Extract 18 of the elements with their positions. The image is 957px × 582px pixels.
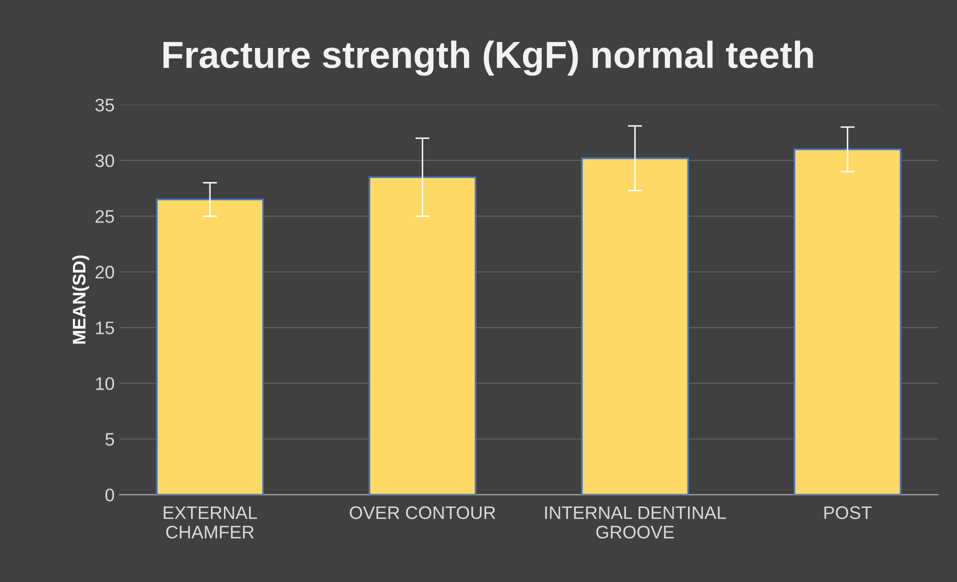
x-tick-label: POST (824, 506, 872, 520)
bar (581, 157, 689, 495)
bar (794, 148, 902, 495)
y-tick-label: 5 (105, 433, 114, 446)
x-tick-label: EXTERNAL CHAMFER (164, 506, 258, 539)
y-tick-label: 20 (96, 266, 114, 279)
x-tick-label: OVER CONTOUR (350, 506, 496, 520)
y-tick-label: 0 (105, 488, 114, 502)
bar (156, 198, 264, 495)
y-tick-label: 10 (96, 377, 114, 390)
y-tick-label: 25 (96, 210, 114, 223)
chart-title: Fracture strength (KgF) normal teeth (163, 40, 813, 76)
y-tick-label: 30 (95, 154, 114, 168)
y-tick-label: 15 (96, 322, 114, 334)
y-axis-title: MEAN(SD) (72, 255, 90, 344)
bar (368, 176, 476, 495)
y-tick-label: 35 (95, 98, 114, 112)
x-tick-label: INTERNAL DENTINAL GROOVE (545, 506, 726, 539)
